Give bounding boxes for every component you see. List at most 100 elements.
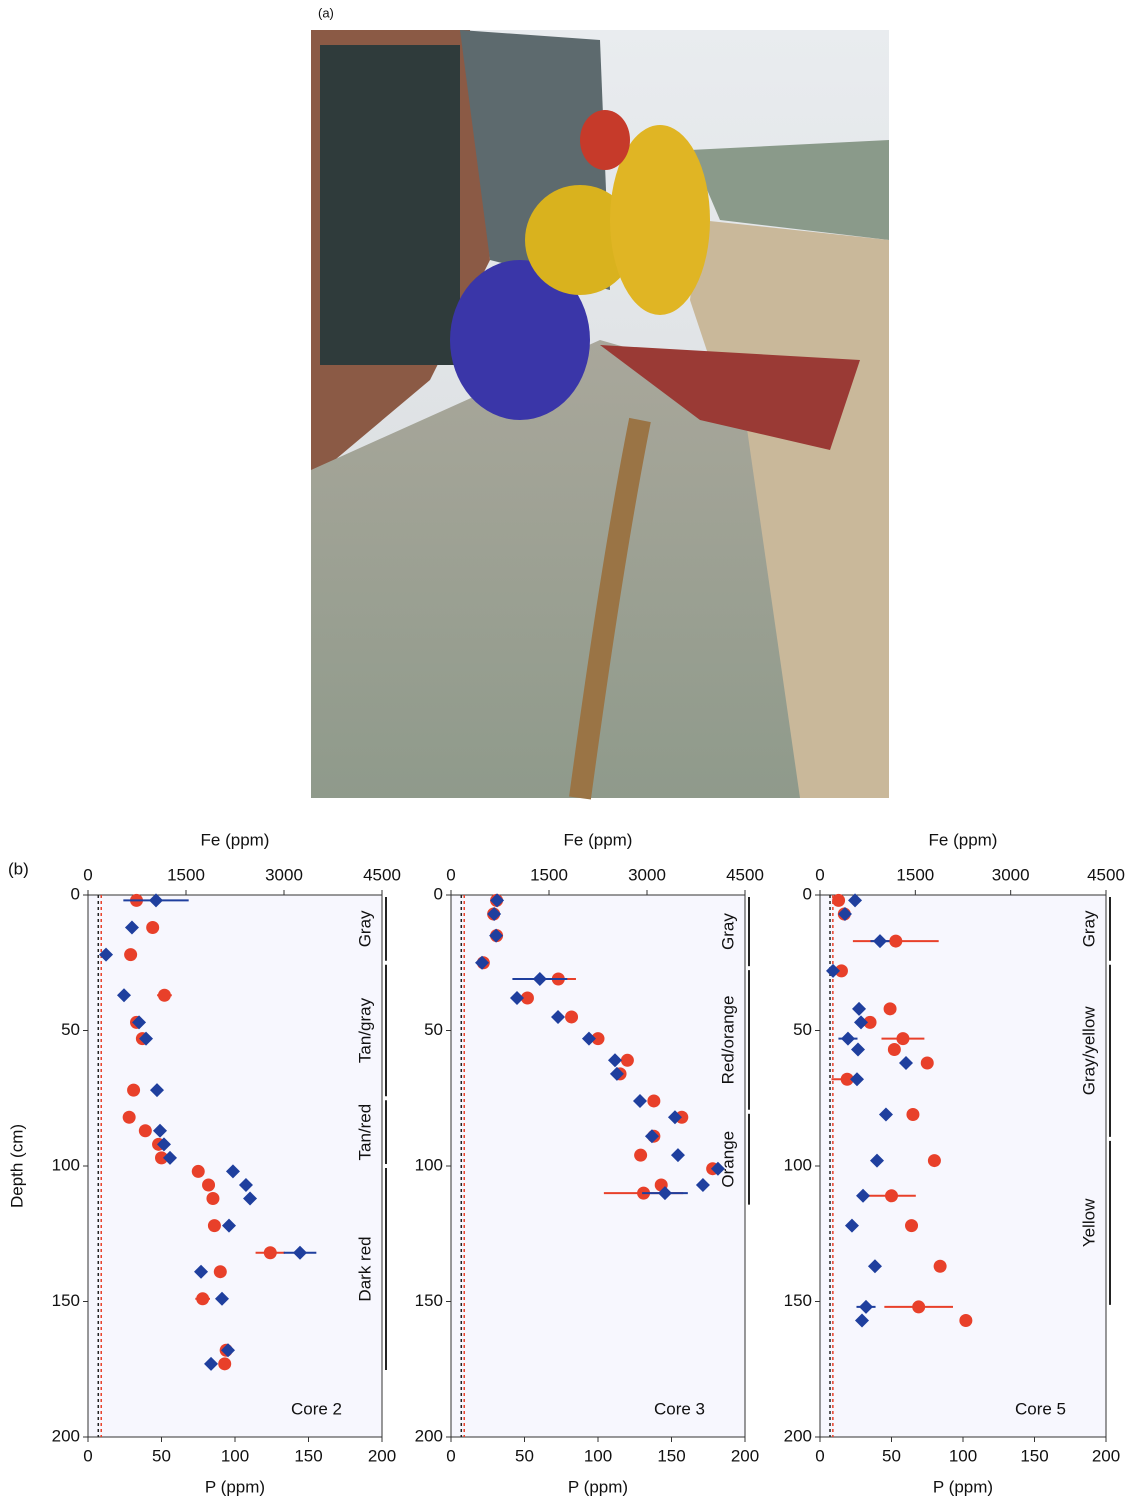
point (856, 1188, 871, 1203)
point (293, 1245, 308, 1260)
point (695, 1177, 710, 1192)
zone-label: Gray (355, 910, 374, 947)
point (849, 1072, 864, 1087)
point (837, 906, 852, 921)
point (889, 934, 903, 948)
point (214, 1291, 229, 1306)
plot-area (819, 894, 1107, 1438)
point (132, 1015, 147, 1030)
x-tick-label: 100 (221, 1446, 249, 1465)
point (607, 1053, 622, 1068)
y-tick-label: 50 (61, 1020, 80, 1039)
point (855, 1313, 870, 1328)
point (867, 1259, 882, 1274)
point (124, 948, 138, 962)
point (883, 1002, 897, 1016)
point (156, 1137, 171, 1152)
x2-tick-label: 0 (83, 865, 92, 884)
point (620, 1053, 634, 1067)
point (490, 893, 505, 908)
point (878, 1107, 893, 1122)
x-tick-label: 0 (83, 1446, 92, 1465)
x-tick-label: 50 (152, 1446, 171, 1465)
zone-label: Dark red (355, 1236, 374, 1301)
x-tick-label: 0 (446, 1446, 455, 1465)
point (196, 1292, 210, 1306)
y-tick-label: 0 (434, 884, 443, 903)
point (124, 920, 139, 935)
point (832, 893, 846, 907)
point (520, 991, 534, 1005)
y-tick-label: 200 (52, 1426, 80, 1445)
photo (311, 30, 889, 800)
point (844, 1218, 859, 1233)
panel-label: (a) (318, 5, 334, 20)
point (243, 1191, 258, 1206)
x-tick-label: 200 (368, 1446, 396, 1465)
point (647, 1094, 661, 1108)
y-tick-label: 100 (52, 1155, 80, 1174)
x2-axis-label: Fe (ppm) (929, 830, 998, 849)
point (898, 1056, 913, 1071)
plot-area (450, 894, 746, 1438)
point (509, 990, 524, 1005)
point (644, 1129, 659, 1144)
y-tick-label: 150 (784, 1291, 812, 1310)
point (207, 1219, 221, 1233)
point (99, 947, 114, 962)
y-tick-label: 200 (784, 1426, 812, 1445)
point (896, 1032, 910, 1046)
x2-tick-label: 4500 (726, 865, 764, 884)
point (116, 988, 131, 1003)
x-axis-label: P (ppm) (568, 1477, 628, 1496)
zone-label: Orange (718, 1131, 737, 1188)
core-label: Core 3 (654, 1399, 705, 1418)
point (218, 1357, 232, 1371)
point (194, 1264, 209, 1279)
y-tick-label: 0 (803, 884, 812, 903)
point (489, 928, 504, 943)
point (959, 1313, 973, 1327)
x-tick-label: 150 (294, 1446, 322, 1465)
zone-label: Red/orange (718, 996, 737, 1085)
zone-label: Gray (718, 913, 737, 950)
point (213, 1265, 227, 1279)
core-label: Core 2 (291, 1399, 342, 1418)
point (887, 1042, 901, 1056)
point (872, 934, 887, 949)
point (859, 1299, 874, 1314)
point (657, 1186, 672, 1201)
point (927, 1154, 941, 1168)
zone-label: Yellow (1079, 1198, 1098, 1247)
point (667, 1110, 682, 1125)
point (870, 1153, 885, 1168)
x-tick-label: 200 (1092, 1446, 1120, 1465)
point (710, 1161, 725, 1176)
y-tick-label: 50 (424, 1020, 443, 1039)
x-tick-label: 50 (882, 1446, 901, 1465)
point (581, 1031, 596, 1046)
point (204, 1356, 219, 1371)
point (906, 1108, 920, 1122)
point (853, 1015, 868, 1030)
point (155, 1151, 168, 1165)
point (221, 1218, 236, 1233)
point (863, 1015, 877, 1029)
x-tick-label: 150 (657, 1446, 685, 1465)
point (609, 1066, 624, 1081)
point (848, 893, 863, 908)
point (122, 1110, 136, 1124)
x-tick-label: 50 (515, 1446, 534, 1465)
zone-label: Tan/red (355, 1104, 374, 1161)
point (840, 1031, 855, 1046)
x-tick-label: 100 (584, 1446, 612, 1465)
point (852, 1001, 867, 1016)
point (146, 921, 160, 935)
core-label: Core 5 (1015, 1399, 1066, 1418)
point (263, 1246, 277, 1260)
x-tick-label: 150 (1020, 1446, 1048, 1465)
point (202, 1178, 216, 1192)
point (206, 1192, 220, 1206)
point (851, 1042, 866, 1057)
